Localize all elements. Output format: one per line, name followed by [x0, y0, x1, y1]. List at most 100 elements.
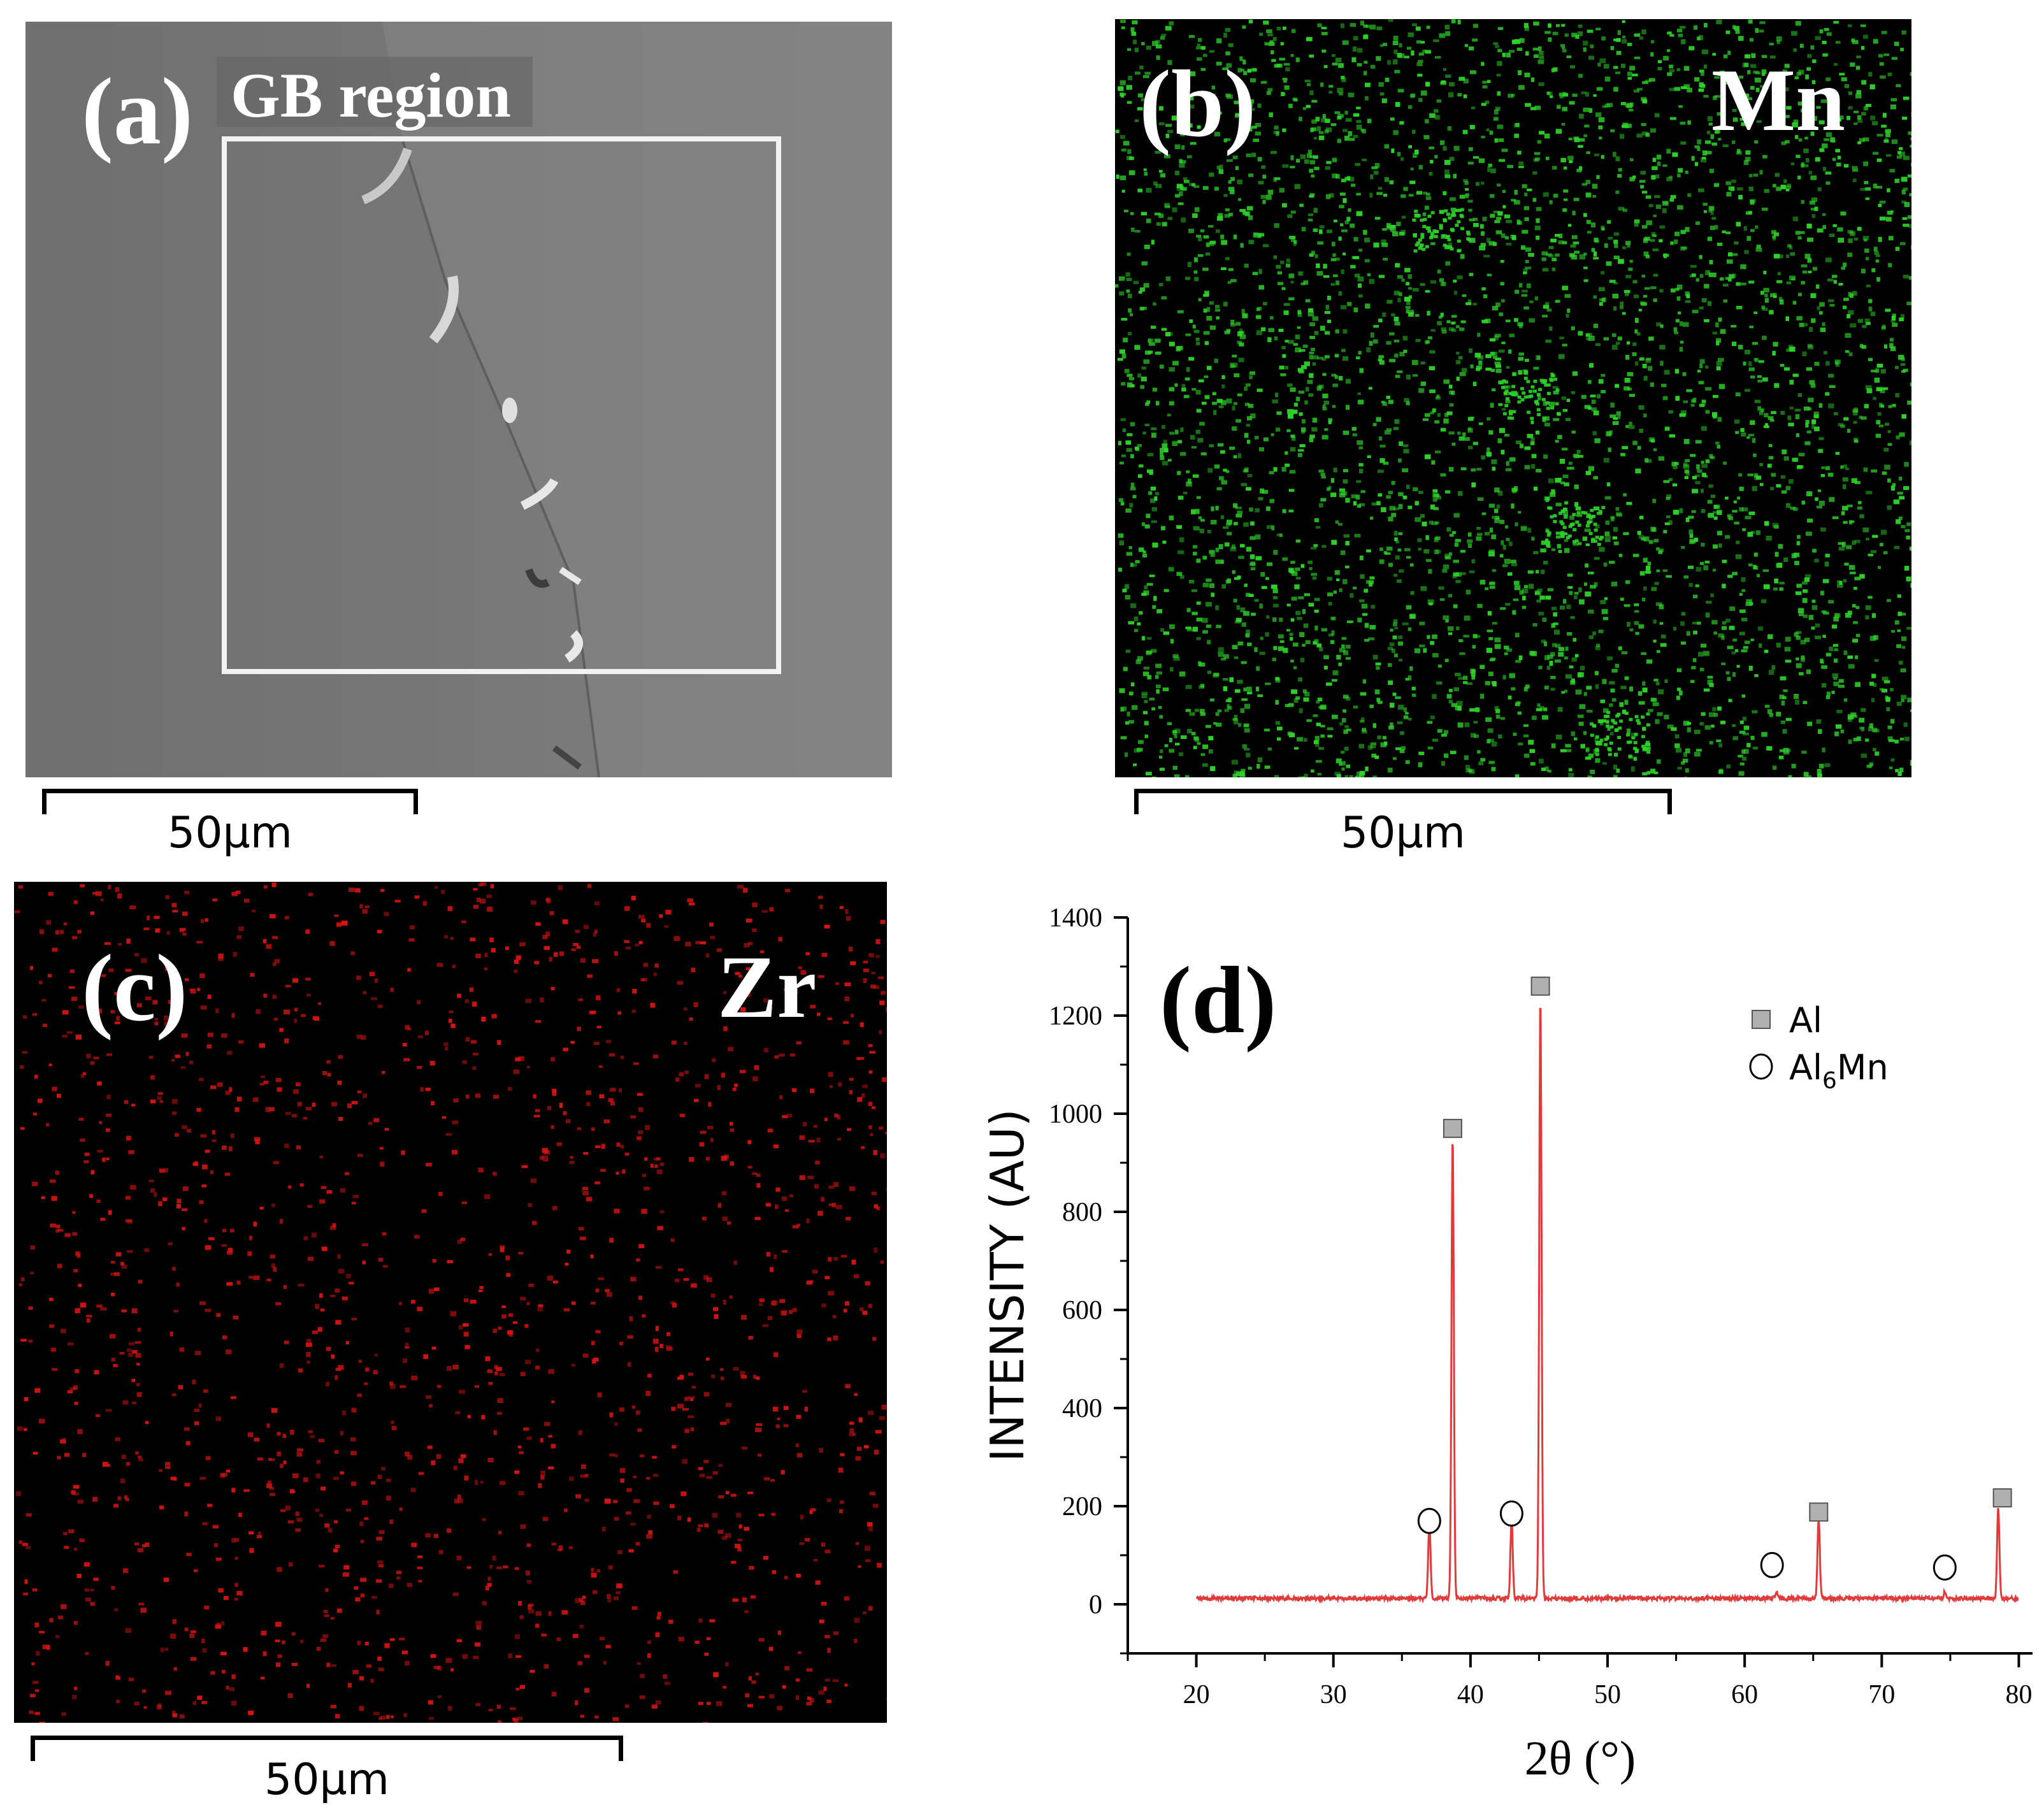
eds-dot — [1680, 621, 1685, 626]
eds-dot — [1653, 215, 1657, 217]
eds-dot — [1153, 182, 1158, 185]
eds-dot — [1323, 407, 1327, 410]
eds-dot — [423, 901, 427, 905]
eds-dot — [1594, 522, 1597, 526]
eds-dot — [1123, 428, 1126, 432]
eds-dot — [1390, 703, 1394, 708]
eds-dot — [584, 924, 589, 929]
eds-dot — [1701, 712, 1706, 716]
eds-dot — [1456, 360, 1460, 364]
eds-dot — [1262, 586, 1267, 589]
eds-dot — [1538, 666, 1542, 670]
eds-dot — [321, 1186, 327, 1190]
eds-dot — [1852, 604, 1856, 607]
eds-dot — [1296, 159, 1300, 162]
eds-dot — [1267, 34, 1273, 36]
eds-dot — [1270, 316, 1274, 319]
eds-dot — [1808, 344, 1812, 348]
eds-dot — [459, 1390, 465, 1393]
eds-dot — [1908, 175, 1911, 178]
eds-dot — [1774, 254, 1780, 258]
eds-dot — [1855, 481, 1860, 484]
eds-dot — [1144, 666, 1149, 670]
eds-dot — [1180, 160, 1186, 163]
eds-dot — [1349, 593, 1353, 598]
eds-dot — [1126, 552, 1133, 556]
eds-dot — [1476, 527, 1481, 530]
eds-dot — [204, 1219, 207, 1223]
eds-dot — [775, 1204, 779, 1209]
eds-dot — [1902, 117, 1907, 120]
eds-dot — [158, 1201, 162, 1206]
eds-dot — [1338, 63, 1344, 68]
eds-dot — [1331, 283, 1335, 285]
eds-dot — [1614, 753, 1618, 757]
eds-dot — [1362, 159, 1367, 161]
eds-dot — [1432, 738, 1438, 742]
eds-dot — [552, 1542, 556, 1546]
eds-dot — [1616, 51, 1622, 55]
eds-dot — [1181, 735, 1186, 739]
eds-dot — [1807, 519, 1813, 522]
eds-dot — [1263, 244, 1269, 247]
eds-dot — [1524, 687, 1528, 691]
eds-dot — [1186, 709, 1191, 712]
eds-dot — [1522, 391, 1525, 394]
eds-dot — [1395, 322, 1400, 326]
eds-dot — [665, 925, 669, 928]
eds-dot — [1298, 596, 1304, 600]
eds-dot — [1832, 624, 1837, 628]
eds-dot — [1617, 736, 1621, 739]
eds-dot — [1162, 541, 1166, 544]
eds-dot — [730, 1122, 733, 1126]
eds-dot — [373, 1370, 378, 1374]
eds-dot — [1435, 56, 1441, 59]
eds-dot — [1291, 689, 1297, 694]
eds-dot — [1258, 103, 1262, 108]
eds-dot — [1509, 50, 1515, 53]
eds-dot — [1301, 564, 1305, 568]
eds-dot — [1685, 292, 1690, 296]
eds-dot — [1486, 417, 1490, 421]
eds-dot — [1864, 181, 1868, 184]
eds-dot — [415, 895, 420, 898]
eds-dot — [1404, 715, 1408, 719]
eds-dot — [1690, 534, 1694, 538]
eds-dot — [92, 1497, 97, 1502]
eds-dot — [1734, 522, 1739, 525]
eds-dot — [1789, 347, 1795, 352]
eds-dot — [1279, 188, 1285, 193]
eds-dot — [491, 1014, 496, 1019]
eds-dot — [1388, 680, 1393, 685]
eds-dot — [1411, 168, 1414, 170]
eds-dot — [1127, 252, 1131, 255]
eds-dot — [1131, 682, 1134, 686]
eds-dot — [1399, 292, 1402, 296]
eds-dot — [1528, 570, 1534, 573]
eds-dot — [654, 973, 657, 976]
eds-dot — [216, 1558, 222, 1561]
eds-dot — [1731, 325, 1736, 327]
eds-dot — [1164, 448, 1169, 452]
eds-dot — [1548, 38, 1551, 42]
eds-dot — [1249, 536, 1255, 540]
eds-dot — [1713, 569, 1716, 572]
eds-dot — [1258, 758, 1263, 763]
eds-dot — [1542, 617, 1546, 622]
eds-dot — [1457, 249, 1460, 252]
eds-dot — [1571, 391, 1575, 394]
eds-dot — [1619, 719, 1623, 723]
eds-dot — [1601, 36, 1606, 41]
eds-dot — [1574, 737, 1578, 740]
eds-dot — [1376, 501, 1381, 505]
eds-dot — [764, 1048, 768, 1053]
eds-dot — [386, 1715, 390, 1720]
eds-dot — [1613, 282, 1618, 284]
eds-dot — [1823, 635, 1826, 638]
eds-dot — [1594, 324, 1598, 328]
eds-dot — [1697, 370, 1701, 372]
eds-dot — [1348, 131, 1353, 136]
eds-dot — [1241, 769, 1245, 772]
eds-dot — [1740, 763, 1745, 766]
eds-dot — [422, 1209, 427, 1213]
